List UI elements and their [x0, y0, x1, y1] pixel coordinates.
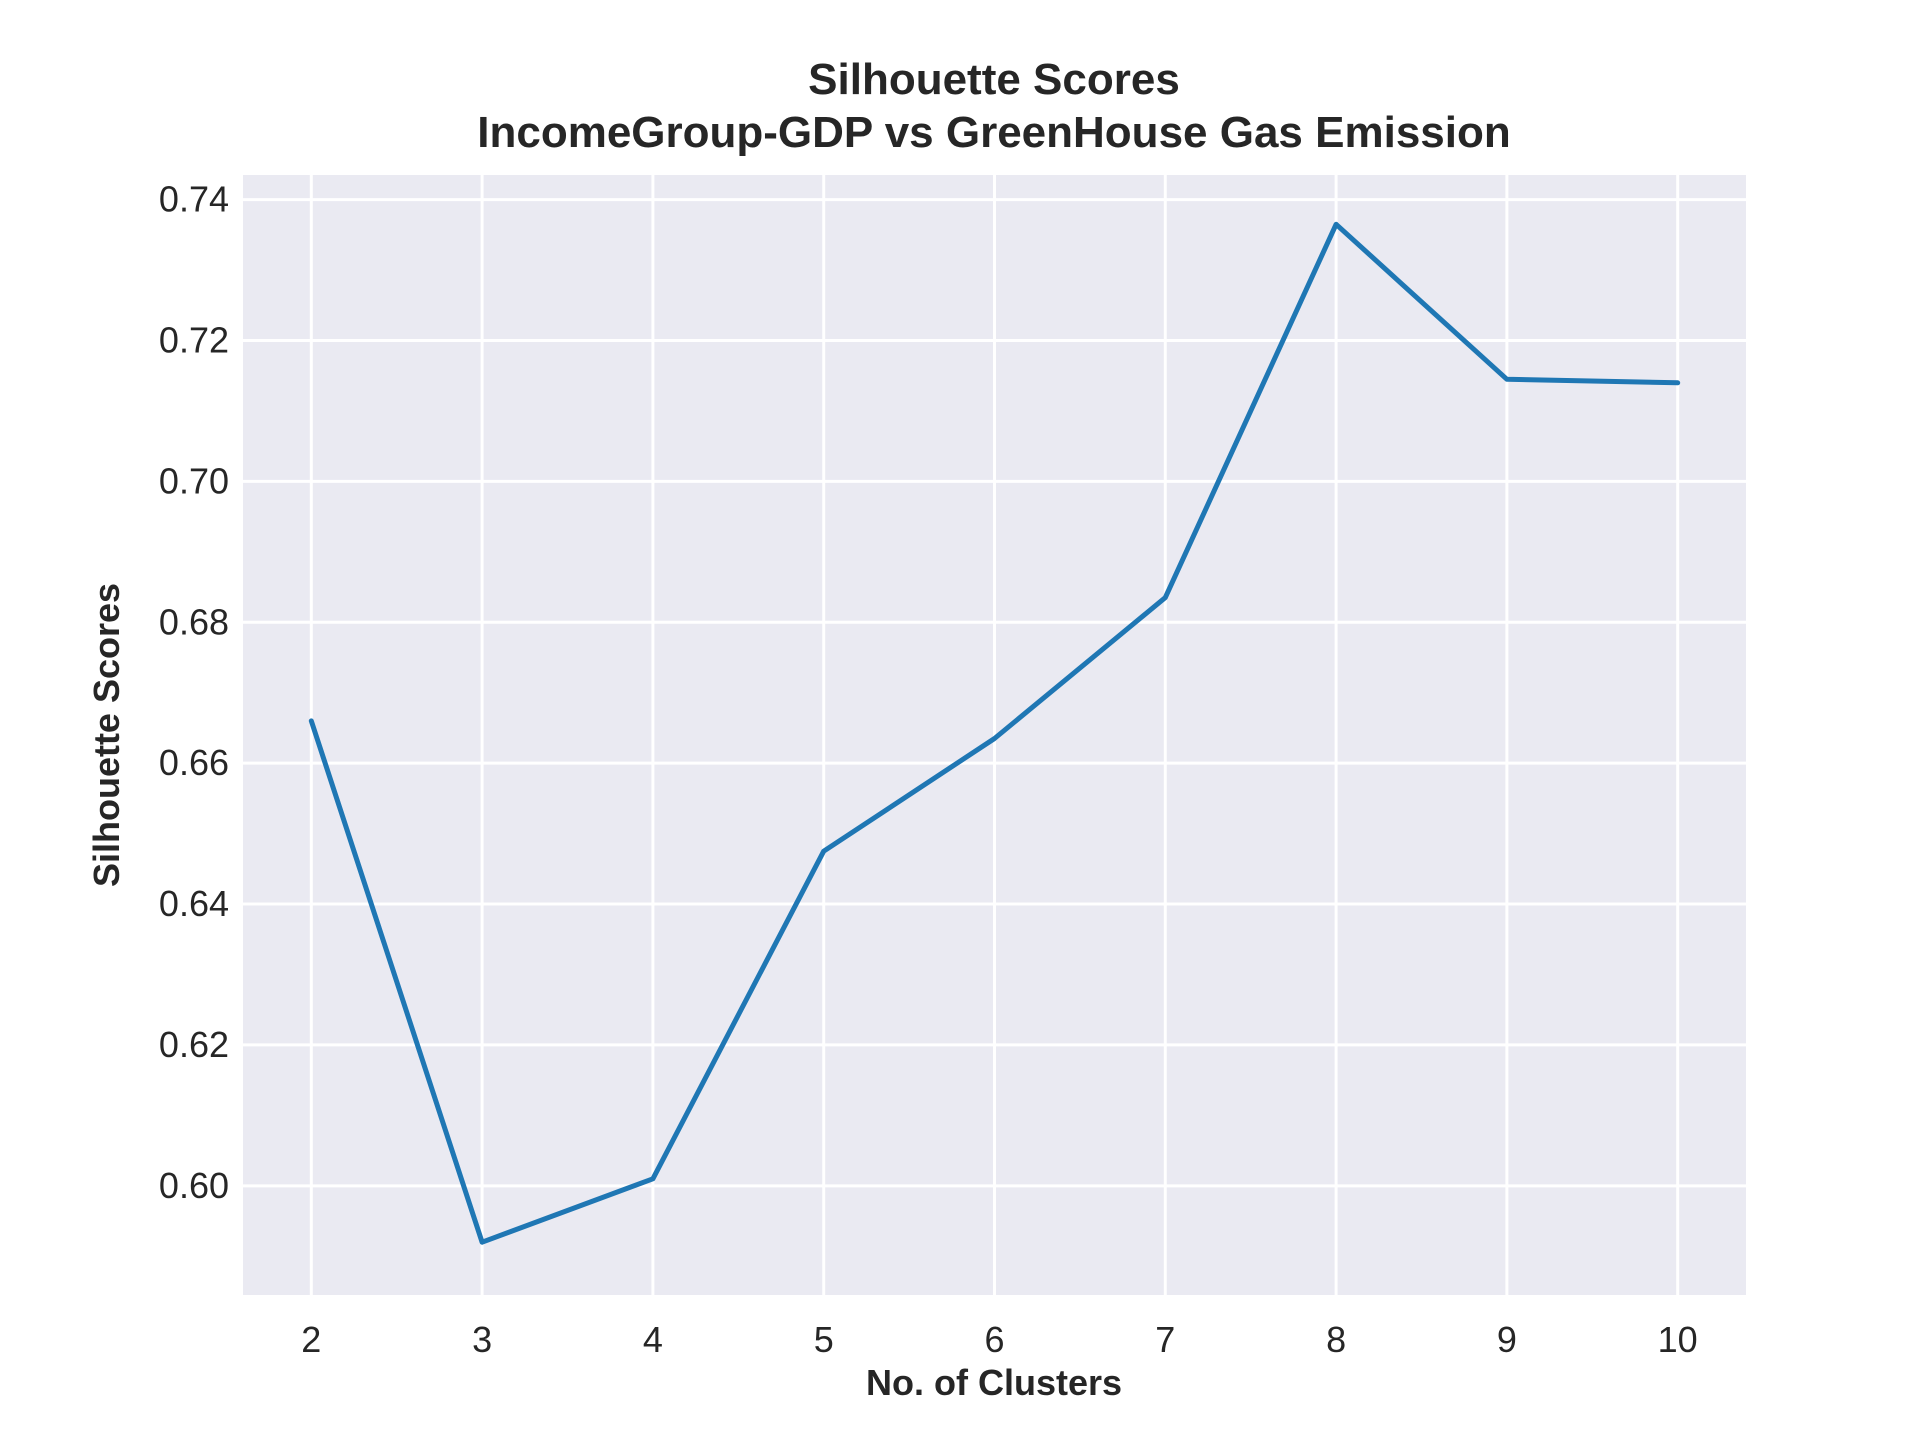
x-ticks: 2 3 4 5 6 7 8 9 10 — [301, 1319, 1697, 1360]
grid — [243, 175, 1746, 1295]
x-tick-label: 8 — [1326, 1319, 1346, 1360]
y-tick-label: 0.62 — [159, 1024, 229, 1065]
x-tick-label: 2 — [301, 1319, 321, 1360]
y-tick-label: 0.70 — [159, 460, 229, 501]
series-layer — [308, 221, 1681, 1245]
x-tick-label: 7 — [1155, 1319, 1175, 1360]
x-tick-label: 6 — [984, 1319, 1004, 1360]
x-tick-label: 5 — [814, 1319, 834, 1360]
y-tick-label: 0.64 — [159, 883, 229, 924]
y-tick-label: 0.66 — [159, 742, 229, 783]
x-axis-label: No. of Clusters — [866, 1362, 1122, 1403]
y-tick-label: 0.68 — [159, 601, 229, 642]
y-tick-label: 0.60 — [159, 1165, 229, 1206]
y-axis-label: Silhouette Scores — [86, 583, 127, 887]
chart-title-line2: IncomeGroup-GDP vs GreenHouse Gas Emissi… — [477, 108, 1510, 157]
x-tick-label: 10 — [1658, 1319, 1698, 1360]
y-tick-label: 0.72 — [159, 320, 229, 361]
x-tick-label: 3 — [472, 1319, 492, 1360]
x-tick-label: 9 — [1497, 1319, 1517, 1360]
chart-title-line1: Silhouette Scores — [808, 55, 1180, 104]
x-tick-label: 4 — [643, 1319, 663, 1360]
y-tick-label: 0.74 — [159, 179, 229, 220]
y-ticks: 0.60 0.62 0.64 0.66 0.68 0.70 0.72 0.74 — [159, 179, 229, 1206]
